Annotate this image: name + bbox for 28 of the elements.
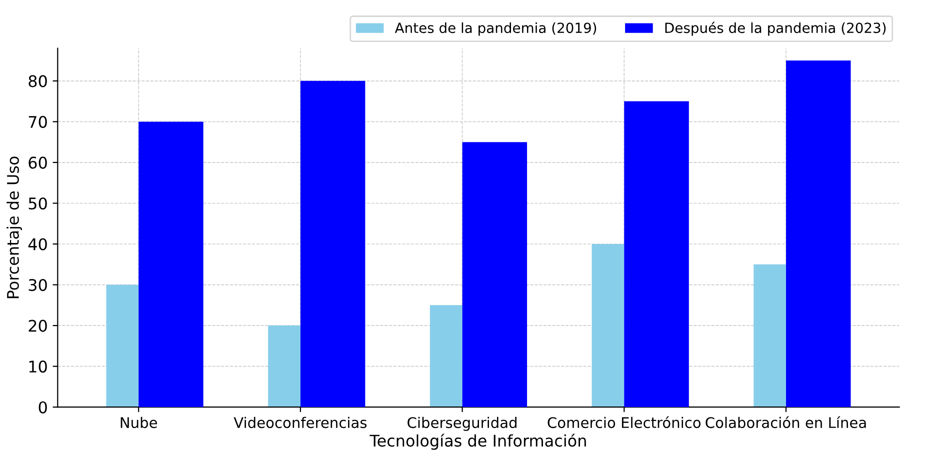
bar — [268, 326, 300, 408]
y-tick-label: 10 — [29, 360, 47, 373]
x-axis-title: Tecnologías de Información — [370, 434, 586, 450]
y-tick-label: 0 — [38, 401, 47, 414]
y-tick-label: 80 — [28, 75, 47, 88]
x-tick-label: Colaboración en Línea — [706, 416, 866, 428]
y-tick-label: 60 — [28, 156, 47, 169]
x-tick-label: Videoconferencias — [234, 416, 367, 428]
bar — [106, 284, 139, 408]
bar — [430, 305, 462, 408]
bar — [300, 80, 366, 408]
y-tick-label: 40 — [28, 238, 47, 250]
y-tick-label: 20 — [28, 320, 47, 332]
x-tick-label: Comercio Electrónico — [548, 416, 701, 428]
bar — [754, 264, 786, 408]
legend-label: Después de la pandemia (2023) — [665, 22, 886, 36]
x-tick-label: Nube — [120, 416, 157, 428]
y-tick-label: 70 — [28, 116, 47, 128]
bar — [786, 60, 851, 408]
x-tick-label: Ciberseguridad — [408, 416, 516, 431]
y-tick-label: 30 — [28, 278, 47, 292]
y-tick-label: 50 — [28, 197, 47, 210]
bar — [624, 101, 689, 408]
bar — [592, 244, 624, 408]
bar — [138, 122, 204, 408]
bar — [462, 142, 528, 408]
y-axis-title: Porcentaje de Uso — [6, 156, 22, 298]
legend-label: Antes de la pandemia (2019) — [394, 22, 596, 36]
